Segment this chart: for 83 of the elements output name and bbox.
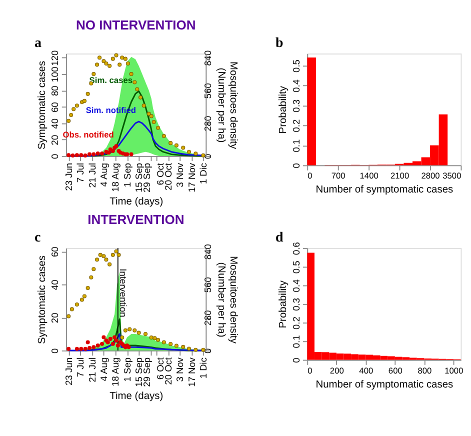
x-axis-title: Time (days) [110, 196, 164, 208]
x-tick-label: 21 Jul [87, 162, 98, 188]
x-tick-label: 1 Dic [198, 162, 208, 184]
x-tick-label: 7 Jul [76, 162, 86, 183]
y2-tick-label: 0 [202, 154, 213, 159]
y-axis-title: Symptomatic cases [37, 255, 48, 344]
y-tick-label: 120 [50, 50, 60, 66]
x-tick-label: 3 Nov [175, 162, 186, 188]
y-tick-label: 0 [50, 348, 60, 354]
y-tick-label: 0.2 [291, 316, 302, 330]
x-tick-label: 1 Sep [122, 357, 132, 382]
y-tick-label: 0.4 [291, 79, 302, 92]
x-tick-label: 6 Oct [155, 357, 166, 380]
x-tick-label: 400 [359, 365, 374, 376]
x-tick-label: 21 Jul [87, 357, 98, 382]
y-tick-label: 60 [50, 102, 60, 112]
x-tick-label: 23 Jun [64, 357, 74, 386]
y-tick-label: 0.2 [291, 119, 302, 132]
x-tick-label: 1 Dic [198, 357, 208, 379]
text: a [34, 36, 42, 52]
x-tick-label: 6 Oct [155, 162, 166, 186]
x-tick-label: 18 Aug [110, 357, 121, 386]
y-tick-label: 40 [50, 280, 60, 290]
y-axis-title: Symptomatic cases [37, 60, 48, 150]
x-axis-title: Number of symptomatic cases [316, 184, 454, 196]
y-tick-label: 0.5 [291, 60, 302, 72]
text: c [34, 230, 41, 246]
x-tick-label: 1400 [360, 170, 379, 181]
x-axis-title: Time (days) [110, 391, 164, 402]
y-tick-label: 40 [50, 118, 60, 129]
y-tick-label: 0.3 [291, 298, 302, 311]
x-tick-label: 0 [308, 365, 313, 376]
y-tick-label: 60 [50, 246, 60, 258]
x-tick-label: 18 Aug [110, 162, 121, 192]
x-tick-label: 3 Nov [175, 357, 186, 382]
y2-tick-label: 560 [202, 83, 213, 99]
y2-tick-label: 560 [202, 277, 213, 293]
x-axis-title: Number of symptomatic cases [316, 379, 454, 390]
y-tick-label: 0.1 [291, 335, 302, 348]
ref-line-label: Intervention [118, 268, 128, 318]
x-tick-label: 15 Sep [134, 357, 144, 387]
text: b [276, 36, 284, 52]
x-tick-label: 7 Jul [76, 357, 86, 378]
y2-axis-title: Mosquitoes density (Number per ha) [215, 61, 238, 150]
y-axis-title: Probability [278, 280, 290, 328]
y2-tick-label: 0 [202, 348, 213, 354]
chart-title: INTERVENTION [88, 212, 184, 227]
y2-tick-label: 840 [202, 244, 213, 260]
x-tick-label: 1000 [444, 365, 464, 376]
x-tick-label: 3500 [442, 170, 462, 181]
y-tick-label: 0.5 [291, 260, 302, 274]
x-tick-label: 23 Jun [64, 162, 74, 191]
x-tick-label: 4 Aug [98, 162, 109, 187]
x-tick-label: 1 Sep [122, 162, 132, 188]
x-tick-label: 20 Oct [163, 162, 174, 190]
x-tick-label: 200 [330, 365, 344, 376]
y2-tick-label: 840 [202, 50, 213, 66]
y-tick-label: 0.1 [291, 139, 302, 152]
x-tick-label: 2100 [390, 170, 410, 181]
y-tick-label: 80 [50, 86, 60, 96]
y-tick-label: 100 [50, 66, 60, 82]
x-tick-label: 29 Sep [142, 162, 152, 192]
x-tick-label: 0 [308, 170, 313, 181]
y-tick-label: 0.4 [291, 279, 302, 292]
y-tick-label: 0.6 [291, 242, 302, 256]
x-tick-label: 600 [388, 365, 403, 376]
chart-title: NO INTERVENTION [76, 17, 196, 32]
x-tick-label: 2800 [421, 170, 440, 181]
y2-axis-title: Mosquitoes density (Number per ha) [215, 256, 238, 344]
x-tick-label: 17 Nov [186, 357, 197, 387]
x-tick-label: 700 [331, 170, 346, 181]
x-tick-label: 15 Sep [134, 162, 144, 192]
y-axis-title: Probability [278, 85, 290, 134]
x-tick-label: 20 Oct [163, 357, 174, 385]
x-tick-label: 17 Nov [186, 162, 197, 192]
y-tick-label: 20 [50, 134, 60, 146]
text: d [276, 230, 284, 246]
y-tick-label: 0 [50, 154, 60, 159]
x-tick-label: 800 [418, 365, 432, 376]
x-tick-label: 29 Sep [142, 357, 152, 387]
y-tick-label: 20 [50, 312, 60, 324]
x-tick-label: 4 Aug [98, 357, 109, 382]
y-tick-label: 0.3 [291, 99, 302, 112]
